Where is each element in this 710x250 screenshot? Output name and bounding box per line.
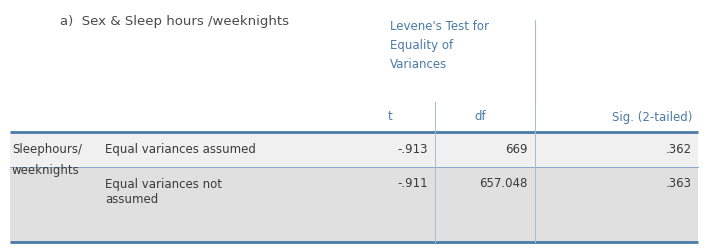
Text: .363: .363 [666,177,692,190]
Text: Sleephours/: Sleephours/ [12,144,82,156]
Text: Levene's Test for
Equality of
Variances: Levene's Test for Equality of Variances [390,20,489,71]
Bar [10,167,698,242]
Text: -.911: -.911 [398,177,428,190]
Text: assumed: assumed [105,193,158,206]
Text: t: t [388,110,393,124]
Text: a)  Sex & Sleep hours /weeknights: a) Sex & Sleep hours /weeknights [60,15,289,28]
Text: 669: 669 [506,143,528,156]
Bar [10,132,698,167]
Text: 657.048: 657.048 [480,177,528,190]
Text: .362: .362 [666,143,692,156]
Text: Equal variances assumed: Equal variances assumed [105,143,256,156]
Text: Equal variances not: Equal variances not [105,178,222,191]
Text: weeknights: weeknights [12,164,80,177]
Text: df: df [474,110,486,124]
Text: Sig. (2-tailed): Sig. (2-tailed) [611,110,692,124]
Text: -.913: -.913 [398,143,428,156]
